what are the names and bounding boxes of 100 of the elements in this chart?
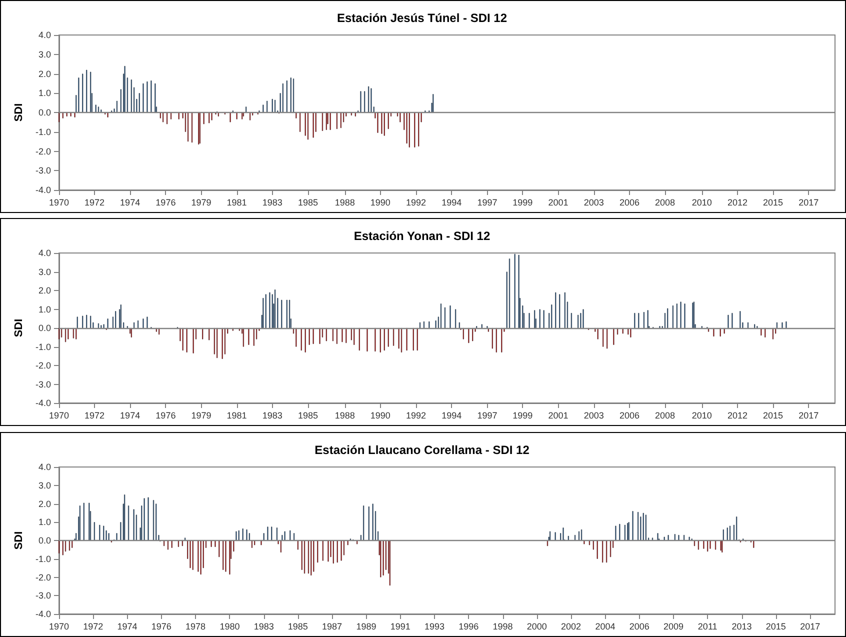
y-tick-label: -2.0 <box>35 360 51 370</box>
y-tick-label: 2.0 <box>38 498 51 509</box>
x-tick-label: 2013 <box>732 622 752 632</box>
x-tick-label: 1999 <box>512 410 533 420</box>
x-tick-label: 1983 <box>262 198 282 208</box>
x-tick-label: 2008 <box>654 198 675 208</box>
y-tick-label: 3.0 <box>38 480 51 490</box>
y-tick-label: 3.0 <box>38 49 51 60</box>
y-tick-label: -1.0 <box>35 126 51 137</box>
x-tick-label: 2015 <box>766 622 786 632</box>
y-tick-label: 3.0 <box>38 266 51 277</box>
y-tick-label: -3.0 <box>35 166 51 176</box>
x-tick-label: 2010 <box>692 198 712 208</box>
x-tick-label: 2017 <box>798 198 819 208</box>
x-tick-label: 1985 <box>288 622 308 632</box>
x-tick-label: 1981 <box>226 410 247 420</box>
x-tick-label: 1976 <box>151 622 172 632</box>
x-tick-label: 2006 <box>629 622 650 632</box>
y-tick-label: -1.0 <box>35 554 51 564</box>
x-tick-label: 2017 <box>798 410 819 420</box>
x-tick-label: 1990 <box>370 198 390 208</box>
x-tick-label: 2003 <box>584 198 604 208</box>
x-tick-label: 1970 <box>48 198 70 208</box>
x-tick-label: 2002 <box>561 622 582 632</box>
x-tick-label: 1999 <box>512 198 533 208</box>
x-tick-label: 1987 <box>322 622 342 632</box>
chart-title: Estación Yonan - SDI 12 <box>354 229 490 243</box>
x-tick-label: 1979 <box>191 198 212 208</box>
y-tick-label: 2.0 <box>38 286 51 296</box>
x-tick-label: 1996 <box>458 622 479 632</box>
x-tick-label: 1970 <box>48 410 70 420</box>
x-tick-label: 2001 <box>548 410 568 420</box>
y-tick-label: -4.0 <box>35 398 51 408</box>
y-tick-label: -1.0 <box>35 342 51 352</box>
x-tick-label: 1994 <box>442 410 462 420</box>
x-tick-label: 1980 <box>220 622 240 632</box>
y-tick-label: -2.0 <box>35 146 51 156</box>
x-tick-label: 2003 <box>584 410 604 420</box>
x-tick-label: 1970 <box>48 622 70 632</box>
x-tick-label: 1976 <box>156 410 176 420</box>
x-tick-label: 1972 <box>83 622 104 632</box>
x-tick-label: 1983 <box>262 410 282 420</box>
y-tick-label: -3.0 <box>35 590 51 601</box>
y-tick-label: 0.0 <box>38 536 51 546</box>
x-tick-label: 1979 <box>191 410 212 420</box>
x-tick-label: 2009 <box>664 622 684 632</box>
x-tick-label: 1994 <box>442 198 462 208</box>
x-tick-label: 2008 <box>654 410 675 420</box>
y-axis-title: SDI <box>13 103 26 122</box>
y-tick-label: 4.0 <box>38 30 51 40</box>
x-tick-label: 2017 <box>800 622 820 632</box>
x-tick-label: 2006 <box>619 410 640 420</box>
x-tick-label: 1992 <box>406 198 426 208</box>
y-tick-label: 1.0 <box>38 517 51 528</box>
x-tick-label: 1988 <box>334 198 355 208</box>
x-tick-label: 2006 <box>619 198 640 208</box>
y-axis-title: SDI <box>13 531 26 550</box>
y-tick-label: -4.0 <box>35 185 51 195</box>
x-tick-label: 1993 <box>424 622 445 632</box>
y-tick-label: 0.0 <box>38 323 51 333</box>
x-tick-label: 1972 <box>84 198 105 208</box>
x-tick-label: 1992 <box>406 410 426 420</box>
x-tick-label: 1997 <box>477 410 498 420</box>
x-tick-label: 1978 <box>186 622 206 632</box>
x-tick-label: 2010 <box>692 410 712 420</box>
y-tick-label: 0.0 <box>38 108 51 118</box>
y-tick-label: 1.0 <box>38 88 51 98</box>
x-tick-label: 1985 <box>298 198 318 208</box>
y-tick-label: 4.0 <box>38 248 51 258</box>
x-tick-label: 1990 <box>370 410 390 420</box>
x-tick-label: 2011 <box>698 622 718 632</box>
x-tick-label: 1981 <box>226 198 247 208</box>
x-tick-label: 2001 <box>548 198 568 208</box>
x-tick-label: 2015 <box>762 198 783 208</box>
chart-title: Estación Jesús Túnel - SDI 12 <box>336 11 508 25</box>
x-tick-label: 1989 <box>356 622 376 632</box>
x-tick-label: 1972 <box>84 410 105 420</box>
y-tick-label: 4.0 <box>38 462 51 472</box>
y-tick-label: -3.0 <box>35 379 51 390</box>
x-tick-label: 1983 <box>254 622 274 632</box>
x-tick-label: 2012 <box>727 198 748 208</box>
x-tick-label: 1997 <box>477 198 498 208</box>
x-tick-label: 1974 <box>117 622 138 632</box>
x-tick-label: 2000 <box>526 622 547 632</box>
x-tick-label: 1985 <box>298 410 318 420</box>
y-tick-label: 1.0 <box>38 304 51 314</box>
y-tick-label: -2.0 <box>35 572 51 582</box>
x-tick-label: 2015 <box>762 410 783 420</box>
x-tick-label: 1976 <box>156 198 176 208</box>
x-tick-label: 1988 <box>334 410 355 420</box>
x-tick-label: 1991 <box>390 622 410 632</box>
chart-title: Estación Llaucano Corellama - SDI 12 <box>314 443 530 457</box>
x-tick-label: 1974 <box>120 410 140 420</box>
x-tick-label: 1974 <box>120 198 140 208</box>
y-axis-title: SDI <box>13 318 26 338</box>
y-tick-label: 2.0 <box>38 68 51 79</box>
x-tick-label: 2004 <box>595 622 616 632</box>
x-tick-label: 2012 <box>727 410 748 420</box>
y-tick-label: -4.0 <box>35 609 51 619</box>
x-tick-label: 1998 <box>492 622 513 632</box>
